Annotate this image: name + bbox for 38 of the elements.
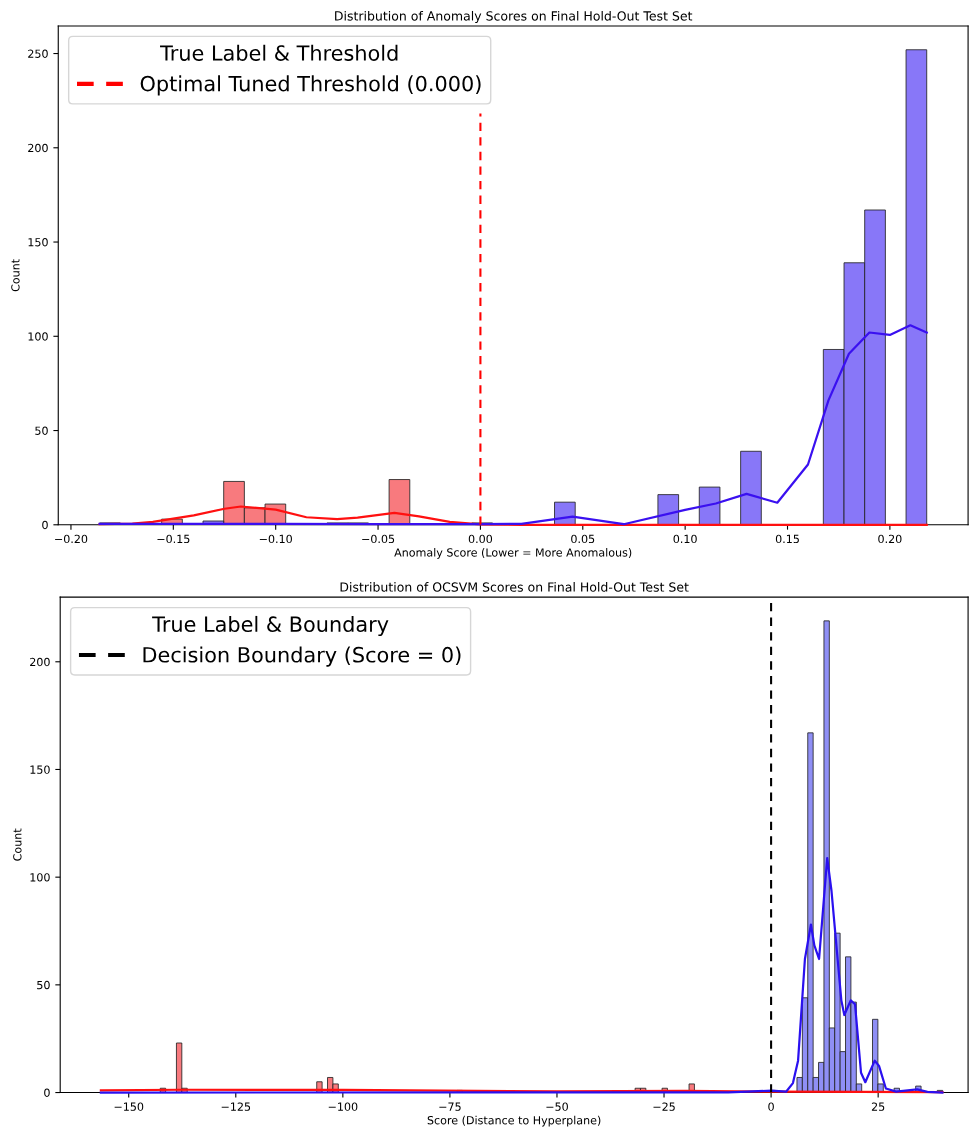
legend-label: Optimal Tuned Threshold (0.000) — [140, 75, 481, 96]
y-tick-label: 150 — [30, 765, 50, 774]
y-tick-label: 100 — [28, 332, 48, 341]
x-tick-label: −0.20 — [55, 534, 88, 544]
x-tick-label: 0.10 — [673, 534, 697, 544]
chart-title: Distribution of Anomaly Scores on Final Hold-Out Test Set — [335, 10, 693, 24]
x-tick-label: −0.15 — [157, 534, 190, 544]
y-tick-label: 200 — [30, 657, 50, 667]
x-axis-title: Score (Distance to Hyperplane) — [427, 1115, 601, 1127]
x-tick-label: −150 — [114, 1102, 144, 1111]
x-tick-label: −125 — [221, 1102, 251, 1111]
y-tick-label: 0 — [44, 1088, 50, 1097]
x-tick-label: 25 — [871, 1102, 885, 1111]
ref-line-label: Decision Boundary (Score = 0) — [143, 646, 461, 667]
x-tick-label: −100 — [328, 1102, 358, 1111]
x-tick-label: 0.15 — [775, 534, 799, 544]
y-tick-label: 150 — [28, 238, 48, 247]
x-tick-label: −50 — [546, 1102, 568, 1111]
y-tick-label: 50 — [35, 426, 48, 435]
x-axis-title: Anomaly Score (Lower = More Anomalous) — [394, 548, 632, 559]
y-axis-title: Count — [13, 828, 22, 861]
x-tick-label: −75 — [439, 1102, 461, 1111]
y-tick-label: 50 — [37, 980, 50, 990]
x-tick-label: 0.20 — [878, 534, 902, 544]
x-tick-label: −25 — [653, 1102, 675, 1111]
y-tick-label: 100 — [30, 873, 50, 882]
legend-title: True Label & Boundary — [152, 615, 389, 637]
y-axis-title: Count — [11, 259, 20, 292]
y-tick-label: 0 — [42, 520, 48, 530]
x-tick-label: −0.05 — [362, 534, 395, 544]
chart-title: Distribution of OCSVM Scores on Final Hold-Out Test Set — [340, 582, 689, 592]
x-tick-label: −0.10 — [259, 534, 292, 544]
y-tick-label: 250 — [28, 49, 48, 58]
y-tick-label: 200 — [28, 143, 48, 153]
x-tick-label: 0.05 — [571, 534, 595, 544]
legend-title: True Label & Threshold — [160, 44, 398, 61]
x-tick-label: 0.00 — [468, 534, 493, 544]
x-tick-label: 0 — [768, 1102, 774, 1111]
